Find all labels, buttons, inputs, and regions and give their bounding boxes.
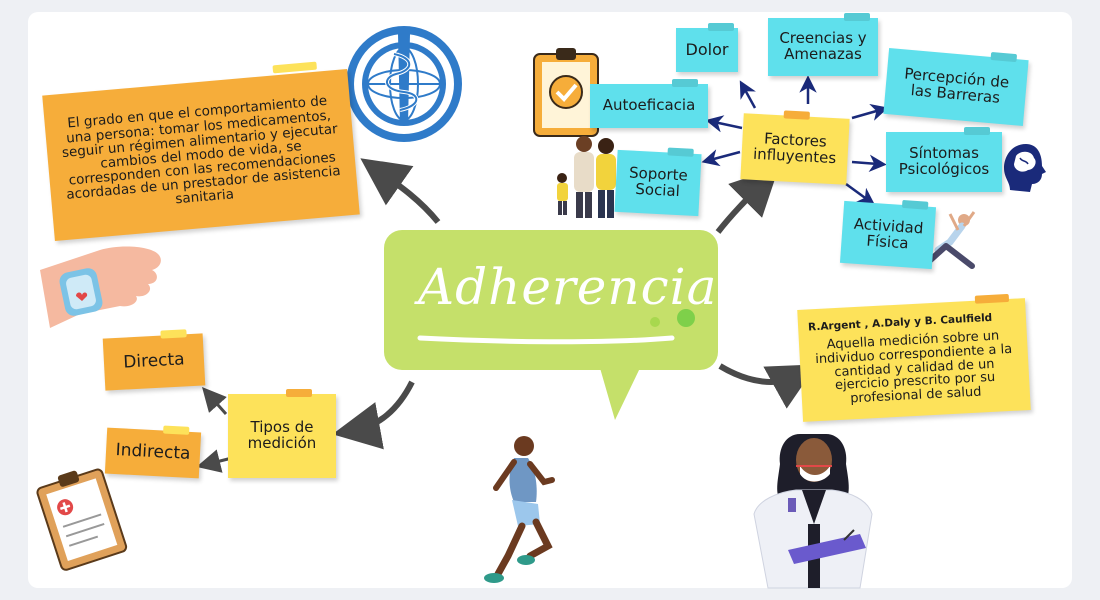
factor-soporte-label: Soporte Social <box>628 163 689 201</box>
center-title: Adherencia <box>418 258 718 316</box>
measurement-hub: Tipos de medición <box>228 389 336 478</box>
factor-percepcion: Percepción de las Barreras <box>883 48 1029 126</box>
tape <box>163 425 190 435</box>
tape <box>901 199 929 210</box>
factor-creencias: Creencias y Amenazas <box>768 13 878 76</box>
tape <box>783 110 810 120</box>
factor-actividad-label: Actividad Física <box>853 214 924 253</box>
measurement-hub-label: Tipos de medición <box>247 418 317 452</box>
factor-sintomas-label: Síntomas Psicológicos <box>898 144 990 178</box>
definition-text: El grado en que el comportamiento de una… <box>61 93 342 208</box>
factor-sintomas: Síntomas Psicológicos <box>886 127 1002 192</box>
tape <box>844 13 870 21</box>
measurement-indirecta-label: Indirecta <box>115 440 191 465</box>
factors-hub-label: Factores influyentes <box>752 129 837 168</box>
tape <box>708 23 734 31</box>
tape <box>974 293 1010 304</box>
factor-autoeficacia-label: Autoeficacia <box>602 96 696 115</box>
factor-autoeficacia: Autoeficacia <box>590 79 708 128</box>
tape <box>286 389 312 397</box>
factor-creencias-label: Creencias y Amenazas <box>779 29 867 63</box>
reference-note: R.Argent , A.Daly y B. Caulfield Aquella… <box>797 293 1031 422</box>
factor-percepcion-label: Percepción de las Barreras <box>903 64 1010 107</box>
tape <box>990 51 1018 63</box>
tape <box>672 79 698 87</box>
factor-actividad: Actividad Física <box>839 199 937 270</box>
tape <box>160 329 187 339</box>
measurement-indirecta: Indirecta <box>104 425 202 479</box>
tape <box>667 147 694 157</box>
measurement-directa: Directa <box>102 329 206 391</box>
tape <box>964 127 990 135</box>
reference-text: Aquella medición sobre un individuo corr… <box>814 328 1013 407</box>
factors-hub: Factores influyentes <box>740 110 850 185</box>
measurement-directa-label: Directa <box>122 349 186 373</box>
factor-soporte: Soporte Social <box>614 147 702 217</box>
factor-dolor-label: Dolor <box>685 39 729 59</box>
factor-dolor: Dolor <box>676 23 738 72</box>
definition-note: El grado en que el comportamiento de una… <box>42 61 360 242</box>
